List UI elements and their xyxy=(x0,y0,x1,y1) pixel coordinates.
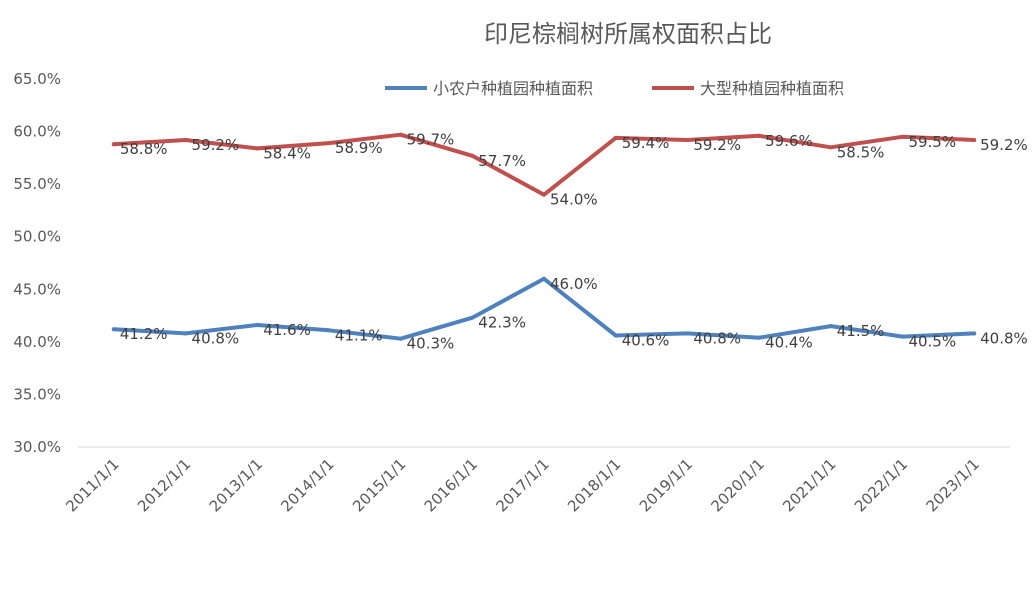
data-point-smallholder xyxy=(470,315,475,320)
data-label-smallholder: 40.5% xyxy=(908,333,956,351)
series-layer xyxy=(111,132,977,341)
x-tick-label: 2021/1/1 xyxy=(779,455,839,515)
data-point-large-plantation xyxy=(900,134,905,139)
x-tick-label: 2019/1/1 xyxy=(636,455,696,515)
data-label-smallholder: 46.0% xyxy=(550,275,598,293)
y-tick-label: 45.0% xyxy=(13,280,61,298)
data-labels: 41.2% 40.8% 41.6% 41.1% 40.3% 42.3% 46.0% 40.6%… xyxy=(120,131,1028,353)
x-tick-label: 2016/1/1 xyxy=(421,455,481,515)
data-point-smallholder xyxy=(900,334,905,339)
data-point-large-plantation xyxy=(828,145,833,150)
x-tick-label: 2017/1/1 xyxy=(492,455,552,515)
data-label-large-plantation: 58.9% xyxy=(335,139,383,157)
x-tick-label: 2015/1/1 xyxy=(349,455,409,515)
x-tick-label: 2020/1/1 xyxy=(708,455,768,515)
data-label-large-plantation: 57.7% xyxy=(478,152,526,170)
data-point-large-plantation xyxy=(111,142,116,147)
data-label-large-plantation: 58.8% xyxy=(120,140,168,158)
data-point-large-plantation xyxy=(255,146,260,151)
data-label-smallholder: 41.1% xyxy=(335,326,383,344)
y-axis: 30.0% 35.0% 40.0% 45.0% 50.0% 55.0% 60.0% 65.0% xyxy=(13,70,61,456)
data-point-large-plantation xyxy=(326,141,331,146)
x-tick-label: 2018/1/1 xyxy=(564,455,624,515)
chart-title: 印尼棕榈树所属权面积占比 xyxy=(484,20,772,48)
data-point-large-plantation xyxy=(183,137,188,142)
data-label-large-plantation: 58.5% xyxy=(837,143,885,161)
legend-item-large-plantation: 大型种植园种植面积 xyxy=(652,79,844,98)
data-point-smallholder xyxy=(542,276,546,281)
data-point-smallholder xyxy=(183,331,188,336)
x-tick-label: 2023/1/1 xyxy=(923,455,983,515)
y-tick-label: 65.0% xyxy=(13,70,61,88)
x-axis: 2011/1/1 2012/1/1 2013/1/1 2014/1/1 2015/1/1… xyxy=(62,455,983,515)
data-point-smallholder xyxy=(828,324,833,329)
data-label-large-plantation: 54.0% xyxy=(550,191,598,209)
data-point-large-plantation xyxy=(470,153,475,158)
data-point-large-plantation xyxy=(757,133,762,138)
data-label-smallholder: 41.6% xyxy=(263,321,311,339)
data-label-smallholder: 40.4% xyxy=(765,334,813,352)
y-tick-label: 40.0% xyxy=(13,333,61,351)
data-label-large-plantation: 59.7% xyxy=(407,131,455,149)
y-tick-label: 35.0% xyxy=(13,385,61,403)
data-label-smallholder: 42.3% xyxy=(478,314,526,332)
legend: 小农户种植园种植面积 大型种植园种植面积 xyxy=(385,79,844,98)
y-tick-label: 55.0% xyxy=(13,175,61,193)
y-tick-label: 50.0% xyxy=(13,228,61,246)
data-label-smallholder: 41.5% xyxy=(837,322,885,340)
data-point-smallholder xyxy=(326,328,331,333)
legend-label-smallholder: 小农户种植园种植面积 xyxy=(433,79,593,98)
data-label-large-plantation: 59.2% xyxy=(980,136,1028,154)
data-point-large-plantation xyxy=(972,137,977,142)
data-point-smallholder xyxy=(613,333,618,338)
y-tick-label: 30.0% xyxy=(13,438,61,456)
data-label-smallholder: 40.8% xyxy=(693,329,741,347)
data-label-smallholder: 40.6% xyxy=(622,332,670,350)
data-point-large-plantation xyxy=(685,137,690,142)
data-label-large-plantation: 59.6% xyxy=(765,132,813,150)
x-tick-label: 2022/1/1 xyxy=(851,455,911,515)
x-tick-label: 2011/1/1 xyxy=(62,455,122,515)
data-point-smallholder xyxy=(972,331,977,336)
data-point-smallholder xyxy=(398,336,403,341)
data-label-smallholder: 40.3% xyxy=(407,335,455,353)
data-label-large-plantation: 59.2% xyxy=(693,136,741,154)
x-tick-label: 2014/1/1 xyxy=(277,455,337,515)
data-point-smallholder xyxy=(111,327,116,332)
data-point-large-plantation xyxy=(398,132,403,137)
data-point-smallholder xyxy=(685,331,690,336)
data-label-large-plantation: 59.2% xyxy=(192,136,240,154)
x-tick-label: 2013/1/1 xyxy=(206,455,266,515)
data-point-smallholder xyxy=(757,335,762,340)
data-point-smallholder xyxy=(255,323,260,328)
y-tick-label: 60.0% xyxy=(13,123,61,141)
data-label-large-plantation: 59.5% xyxy=(908,133,956,151)
data-label-large-plantation: 59.4% xyxy=(622,134,670,152)
data-point-large-plantation xyxy=(542,192,546,197)
x-tick-label: 2012/1/1 xyxy=(134,455,194,515)
legend-item-smallholder: 小农户种植园种植面积 xyxy=(385,79,593,98)
legend-label-large-plantation: 大型种植园种植面积 xyxy=(700,79,844,98)
data-label-smallholder: 40.8% xyxy=(980,329,1028,347)
data-label-large-plantation: 58.4% xyxy=(263,144,311,162)
data-label-smallholder: 41.2% xyxy=(120,325,168,343)
data-label-smallholder: 40.8% xyxy=(192,329,240,347)
data-point-large-plantation xyxy=(613,135,618,140)
